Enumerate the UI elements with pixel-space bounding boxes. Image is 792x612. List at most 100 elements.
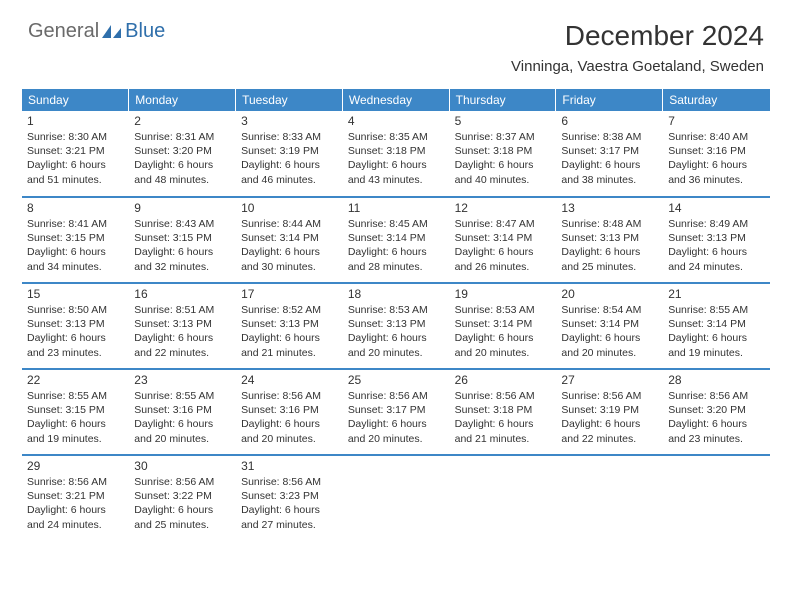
sunset-text: Sunset: 3:14 PM xyxy=(668,317,764,331)
calendar-row: 22Sunrise: 8:55 AMSunset: 3:15 PMDayligh… xyxy=(22,369,770,455)
calendar-cell xyxy=(449,455,556,541)
daylight-text: Daylight: 6 hours and 32 minutes. xyxy=(134,245,230,273)
sunset-text: Sunset: 3:20 PM xyxy=(134,144,230,158)
day-number: 1 xyxy=(27,114,123,128)
sunrise-text: Sunrise: 8:53 AM xyxy=(455,303,551,317)
calendar-cell: 30Sunrise: 8:56 AMSunset: 3:22 PMDayligh… xyxy=(129,455,236,541)
sunrise-text: Sunrise: 8:31 AM xyxy=(134,130,230,144)
sunset-text: Sunset: 3:18 PM xyxy=(455,403,551,417)
calendar-cell: 19Sunrise: 8:53 AMSunset: 3:14 PMDayligh… xyxy=(449,283,556,369)
day-number: 19 xyxy=(455,287,551,301)
day-number: 22 xyxy=(27,373,123,387)
calendar-cell: 25Sunrise: 8:56 AMSunset: 3:17 PMDayligh… xyxy=(342,369,449,455)
sunrise-text: Sunrise: 8:56 AM xyxy=(668,389,764,403)
sunrise-text: Sunrise: 8:55 AM xyxy=(134,389,230,403)
sunrise-text: Sunrise: 8:33 AM xyxy=(241,130,337,144)
day-number: 23 xyxy=(134,373,230,387)
calendar-cell: 21Sunrise: 8:55 AMSunset: 3:14 PMDayligh… xyxy=(663,283,770,369)
sunrise-text: Sunrise: 8:52 AM xyxy=(241,303,337,317)
day-number: 8 xyxy=(27,201,123,215)
sunrise-text: Sunrise: 8:56 AM xyxy=(134,475,230,489)
weekday-header: Monday xyxy=(129,89,236,111)
sunrise-text: Sunrise: 8:30 AM xyxy=(27,130,123,144)
calendar-cell: 13Sunrise: 8:48 AMSunset: 3:13 PMDayligh… xyxy=(556,197,663,283)
sunrise-text: Sunrise: 8:40 AM xyxy=(668,130,764,144)
sunset-text: Sunset: 3:13 PM xyxy=(561,231,657,245)
day-number: 21 xyxy=(668,287,764,301)
sunrise-text: Sunrise: 8:51 AM xyxy=(134,303,230,317)
sunrise-text: Sunrise: 8:35 AM xyxy=(348,130,444,144)
sunrise-text: Sunrise: 8:55 AM xyxy=(668,303,764,317)
calendar-cell: 8Sunrise: 8:41 AMSunset: 3:15 PMDaylight… xyxy=(22,197,129,283)
daylight-text: Daylight: 6 hours and 34 minutes. xyxy=(27,245,123,273)
sunset-text: Sunset: 3:14 PM xyxy=(455,317,551,331)
calendar-cell: 1 Sunrise: 8:30 AMSunset: 3:21 PMDaylight… xyxy=(22,111,129,197)
day-number: 5 xyxy=(455,114,551,128)
sunrise-text: Sunrise: 8:56 AM xyxy=(27,475,123,489)
sunset-text: Sunset: 3:15 PM xyxy=(134,231,230,245)
day-number: 24 xyxy=(241,373,337,387)
calendar-cell: 29Sunrise: 8:56 AMSunset: 3:21 PMDayligh… xyxy=(22,455,129,541)
weekday-header: Saturday xyxy=(663,89,770,111)
calendar-cell: 7Sunrise: 8:40 AMSunset: 3:16 PMDaylight… xyxy=(663,111,770,197)
daylight-text: Daylight: 6 hours and 20 minutes. xyxy=(561,331,657,359)
sunrise-text: Sunrise: 8:55 AM xyxy=(27,389,123,403)
calendar-cell: 10Sunrise: 8:44 AMSunset: 3:14 PMDayligh… xyxy=(236,197,343,283)
daylight-text: Daylight: 6 hours and 25 minutes. xyxy=(134,503,230,531)
sunrise-text: Sunrise: 8:48 AM xyxy=(561,217,657,231)
sunset-text: Sunset: 3:14 PM xyxy=(561,317,657,331)
calendar-cell: 17Sunrise: 8:52 AMSunset: 3:13 PMDayligh… xyxy=(236,283,343,369)
calendar-table: Sunday Monday Tuesday Wednesday Thursday… xyxy=(22,89,770,541)
calendar-cell: 12Sunrise: 8:47 AMSunset: 3:14 PMDayligh… xyxy=(449,197,556,283)
daylight-text: Daylight: 6 hours and 20 minutes. xyxy=(348,417,444,445)
sunset-text: Sunset: 3:19 PM xyxy=(561,403,657,417)
sunset-text: Sunset: 3:14 PM xyxy=(241,231,337,245)
daylight-text: Daylight: 6 hours and 36 minutes. xyxy=(668,158,764,186)
logo-text-general: General xyxy=(28,20,99,43)
sunset-text: Sunset: 3:19 PM xyxy=(241,144,337,158)
calendar-cell: 9 Sunrise: 8:43 AMSunset: 3:15 PMDaylight… xyxy=(129,197,236,283)
daylight-text: Daylight: 6 hours and 23 minutes. xyxy=(27,331,123,359)
calendar-cell: 4Sunrise: 8:35 AMSunset: 3:18 PMDaylight… xyxy=(342,111,449,197)
logo-text-blue: Blue xyxy=(125,20,165,43)
sunset-text: Sunset: 3:13 PM xyxy=(668,231,764,245)
sunset-text: Sunset: 3:14 PM xyxy=(455,231,551,245)
day-number: 26 xyxy=(455,373,551,387)
calendar-body: 1Sunrise: 8:30 AMSunset: 3:21 PMDaylight… xyxy=(22,111,770,541)
sunrise-text: Sunrise: 8:56 AM xyxy=(455,389,551,403)
calendar-cell: 18Sunrise: 8:53 AMSunset: 3:13 PMDayligh… xyxy=(342,283,449,369)
sunrise-text: Sunrise: 8:54 AM xyxy=(561,303,657,317)
location-text: Vinninga, Vaestra Goetaland, Sweden xyxy=(511,58,764,75)
sunset-text: Sunset: 3:18 PM xyxy=(348,144,444,158)
day-number: 31 xyxy=(241,459,337,473)
calendar-cell: 24Sunrise: 8:56 AMSunset: 3:16 PMDayligh… xyxy=(236,369,343,455)
weekday-header: Thursday xyxy=(449,89,556,111)
calendar-cell: 3Sunrise: 8:33 AMSunset: 3:19 PMDaylight… xyxy=(236,111,343,197)
day-number: 3 xyxy=(241,114,337,128)
calendar-cell: 5Sunrise: 8:37 AMSunset: 3:18 PMDaylight… xyxy=(449,111,556,197)
sunrise-text: Sunrise: 8:38 AM xyxy=(561,130,657,144)
day-number: 7 xyxy=(668,114,764,128)
day-number: 14 xyxy=(668,201,764,215)
daylight-text: Daylight: 6 hours and 26 minutes. xyxy=(455,245,551,273)
day-number: 10 xyxy=(241,201,337,215)
weekday-header: Wednesday xyxy=(342,89,449,111)
weekday-header: Sunday xyxy=(22,89,129,111)
sunset-text: Sunset: 3:21 PM xyxy=(27,144,123,158)
day-number: 11 xyxy=(348,201,444,215)
sunset-text: Sunset: 3:13 PM xyxy=(134,317,230,331)
title-block: December 2024 Vinninga, Vaestra Goetalan… xyxy=(511,20,764,75)
daylight-text: Daylight: 6 hours and 51 minutes. xyxy=(27,158,123,186)
sunrise-text: Sunrise: 8:43 AM xyxy=(134,217,230,231)
daylight-text: Daylight: 6 hours and 48 minutes. xyxy=(134,158,230,186)
daylight-text: Daylight: 6 hours and 24 minutes. xyxy=(668,245,764,273)
sunset-text: Sunset: 3:16 PM xyxy=(241,403,337,417)
day-number: 29 xyxy=(27,459,123,473)
day-number: 9 xyxy=(134,201,230,215)
calendar-row: 8Sunrise: 8:41 AMSunset: 3:15 PMDaylight… xyxy=(22,197,770,283)
sunset-text: Sunset: 3:13 PM xyxy=(241,317,337,331)
sunset-text: Sunset: 3:14 PM xyxy=(348,231,444,245)
day-number: 15 xyxy=(27,287,123,301)
sunset-text: Sunset: 3:18 PM xyxy=(455,144,551,158)
daylight-text: Daylight: 6 hours and 25 minutes. xyxy=(561,245,657,273)
